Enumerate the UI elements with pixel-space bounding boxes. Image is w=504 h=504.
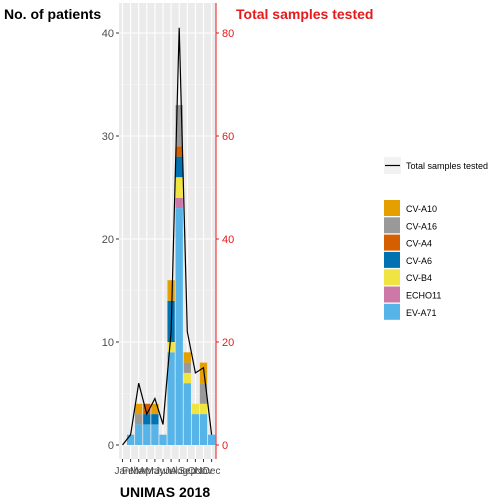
x-tick-label: Nov [195, 466, 213, 477]
legend-label: CV-B4 [406, 273, 432, 283]
bar-segment [175, 197, 183, 209]
legend-key [384, 217, 400, 234]
right-tick-label: 20 [222, 337, 234, 349]
bar-segment [183, 383, 191, 445]
legend-key [384, 269, 400, 286]
bar-segment [175, 146, 183, 157]
bar-segment [199, 383, 208, 404]
left-tick-label: 10 [102, 337, 114, 349]
legend-label: CV-A10 [406, 204, 437, 214]
legend: Total samples tested CV-A10 CV-A16 CV-A4 CV-… [384, 157, 488, 320]
bar-segment [167, 280, 175, 301]
bar-segment [175, 177, 183, 198]
x-tick-label: Dec [203, 466, 221, 477]
legend-label: EV-A71 [406, 308, 437, 318]
left-axis-title: No. of patients [4, 6, 101, 22]
right-y-axis: 0 20 40 60 80 [215, 3, 234, 459]
x-tick-label: Sep [178, 466, 196, 477]
legend-key [384, 251, 400, 268]
bar-segment [135, 424, 143, 445]
bar-segment [175, 156, 183, 178]
bar-segment [143, 414, 151, 425]
x-tick-label: Feb [122, 466, 140, 477]
bar-segment [183, 352, 191, 363]
bar-segment [135, 414, 143, 425]
bar-segment [167, 352, 175, 445]
bar-segment [151, 424, 159, 445]
bar-segment [199, 403, 208, 415]
series-line [122, 27, 213, 446]
legend-label: ECHO11 [406, 291, 441, 301]
legend-key [384, 286, 400, 303]
x-tick-label: Mar [130, 466, 148, 477]
bar-segment [199, 414, 208, 445]
bar-segment [183, 372, 191, 384]
bar-segment [167, 342, 175, 353]
x-tick-label: Jul [165, 466, 178, 477]
bar-segment [151, 414, 159, 425]
bar-segment [143, 403, 151, 415]
right-axis-title: Total samples tested [236, 6, 373, 22]
legend-key [384, 303, 400, 320]
legend-key [384, 200, 400, 216]
bar-segment [135, 403, 143, 415]
x-tick-label: Apr [139, 466, 155, 477]
legend-label: CV-A6 [406, 256, 432, 266]
bar-segment [159, 434, 167, 445]
right-tick-label: 40 [222, 234, 234, 246]
bar-segment [207, 434, 216, 445]
left-tick-label: 30 [102, 131, 114, 143]
right-tick-label: 60 [222, 131, 234, 143]
left-tick-label: 20 [102, 234, 114, 246]
legend-line-label: Total samples tested [406, 161, 488, 171]
x-tick-label: Jan [114, 466, 130, 477]
left-tick-label: 0 [108, 440, 114, 452]
x-tick-label: Jun [155, 466, 171, 477]
bar-segment [191, 414, 200, 445]
total-samples-line [122, 27, 213, 446]
left-tick-label: 40 [102, 28, 114, 40]
left-y-axis: 0 10 20 30 40 [102, 28, 119, 452]
legend-label: CV-A16 [406, 221, 437, 231]
x-tick-label: Oct [188, 466, 204, 477]
bar-segment [175, 105, 183, 147]
chart-title: UNIMAS 2018 [120, 484, 210, 500]
bar-segment [126, 434, 135, 445]
bar-segment [151, 403, 159, 415]
bar-segment [199, 362, 208, 384]
bar-segment [143, 424, 151, 445]
legend-label: CV-A4 [406, 239, 432, 249]
right-tick-label: 0 [222, 440, 228, 452]
x-tick-label: Aug [170, 466, 188, 477]
right-tick-label: 80 [222, 28, 234, 40]
x-tick-label: May [145, 466, 164, 477]
bar-segment [191, 403, 200, 415]
bar-segment [175, 208, 183, 445]
bar-segment [183, 362, 191, 373]
legend-key [384, 234, 400, 251]
